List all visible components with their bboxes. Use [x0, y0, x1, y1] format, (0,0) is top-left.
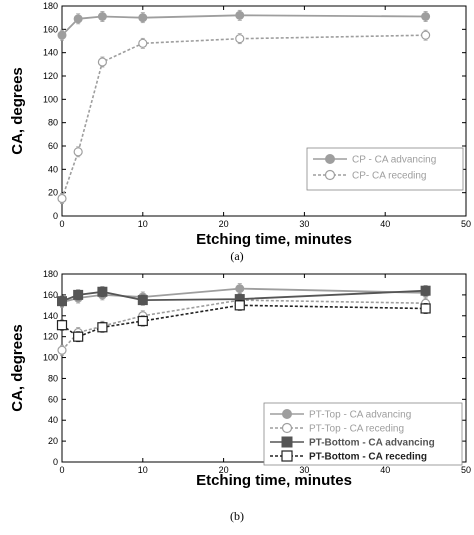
data-point	[420, 303, 431, 314]
data-point	[138, 38, 148, 48]
legend-swatch-marker	[325, 154, 335, 164]
data-point	[235, 34, 245, 44]
data-point	[73, 14, 83, 24]
x-tick-label: 0	[59, 465, 64, 475]
data-point	[56, 320, 68, 331]
series-1	[57, 9, 431, 41]
data-point	[97, 57, 108, 67]
y-tick-label: 160	[43, 24, 58, 34]
y-tick-label: 80	[48, 118, 58, 128]
y-tick-label: 160	[43, 290, 58, 300]
data-point	[421, 12, 431, 21]
y-axis-label: CA, degrees	[9, 67, 26, 155]
data-point	[137, 315, 148, 327]
y-axis-label: CA, degrees	[9, 324, 26, 412]
figure-caption: (b)	[230, 509, 244, 523]
data-point	[420, 285, 431, 296]
data-point	[57, 193, 67, 204]
series-3	[57, 285, 431, 307]
y-tick-label: 120	[43, 71, 58, 81]
legend-swatch-marker	[281, 450, 293, 462]
y-tick-label: 60	[48, 141, 58, 151]
legend-entry-label: PT-Top - CA advancing	[309, 410, 411, 421]
y-tick-label: 0	[53, 457, 58, 467]
data-point	[73, 147, 83, 157]
data-point	[97, 12, 107, 21]
y-tick-label: 180	[43, 1, 58, 11]
series-line	[61, 34, 426, 199]
legend: PT-Top - CA advancing PT-Top - CA recedin…	[263, 402, 463, 466]
data-point	[137, 295, 148, 306]
data-point	[421, 30, 431, 40]
x-tick-label: 0	[59, 219, 64, 229]
y-tick-label: 40	[48, 415, 58, 425]
y-tick-label: 180	[43, 269, 58, 279]
x-tick-label: 10	[138, 465, 148, 475]
x-tick-label: 40	[380, 465, 390, 475]
x-tick-label: 20	[219, 465, 229, 475]
data-point	[235, 284, 245, 294]
series-2	[57, 29, 431, 204]
legend-swatch-marker	[281, 422, 293, 434]
y-tick-label: 0	[53, 211, 58, 221]
y-tick-label: 60	[48, 394, 58, 404]
x-tick-label: 50	[461, 465, 471, 475]
x-axis-label: Etching time, minutes	[196, 472, 352, 489]
data-point	[73, 331, 84, 342]
legend-swatch-marker	[281, 436, 293, 448]
legend-entry-label: PT-Bottom - CA advancing	[309, 438, 435, 449]
plot-frame	[61, 5, 467, 217]
data-point	[235, 10, 245, 20]
legend: CP - CA advancing CP- CA receding	[306, 147, 464, 191]
data-point	[57, 30, 67, 40]
data-point	[57, 296, 67, 307]
legend-entry-label: CP - CA advancing	[352, 155, 436, 166]
legend-swatch-marker	[324, 169, 336, 181]
legend-swatch-marker	[282, 409, 292, 419]
data-point	[73, 289, 84, 300]
data-point	[234, 300, 245, 311]
legend-entry-label: PT-Bottom - CA receding	[309, 452, 427, 463]
y-tick-label: 20	[48, 188, 58, 198]
figure-caption: (a)	[230, 249, 243, 263]
y-tick-label: 80	[48, 373, 58, 383]
chart-panel-2: 0 20 40 60 80 100 120 140 160 180 0 10 20 30 40 50 CA, d…	[9, 269, 471, 523]
data-point	[138, 13, 148, 23]
series-4	[56, 299, 431, 343]
y-tick-label: 20	[48, 436, 58, 446]
legend-entry-label: CP- CA receding	[352, 171, 426, 182]
x-axis-label: Etching time, minutes	[196, 231, 352, 248]
y-tick-label: 100	[43, 353, 58, 363]
x-tick-label: 10	[138, 219, 148, 229]
chart-panel-1: 0 20 40 60 80 100 120 140 160 180 0 10 20 30 40 50 CA, d…	[9, 1, 471, 263]
x-tick-label: 50	[461, 219, 471, 229]
data-point	[57, 345, 67, 355]
y-tick-label: 100	[43, 94, 58, 104]
x-tick-label: 30	[299, 465, 309, 475]
data-point	[97, 322, 108, 333]
x-tick-label: 40	[380, 219, 390, 229]
x-tick-label: 30	[299, 219, 309, 229]
series-line	[61, 14, 426, 36]
x-tick-label: 20	[219, 219, 229, 229]
y-tick-label: 140	[43, 311, 58, 321]
y-tick-label: 140	[43, 48, 58, 58]
legend-entry-label: PT-Top - CA receding	[309, 424, 404, 435]
data-point	[97, 286, 108, 297]
y-tick-label: 120	[43, 332, 58, 342]
y-tick-label: 40	[48, 164, 58, 174]
